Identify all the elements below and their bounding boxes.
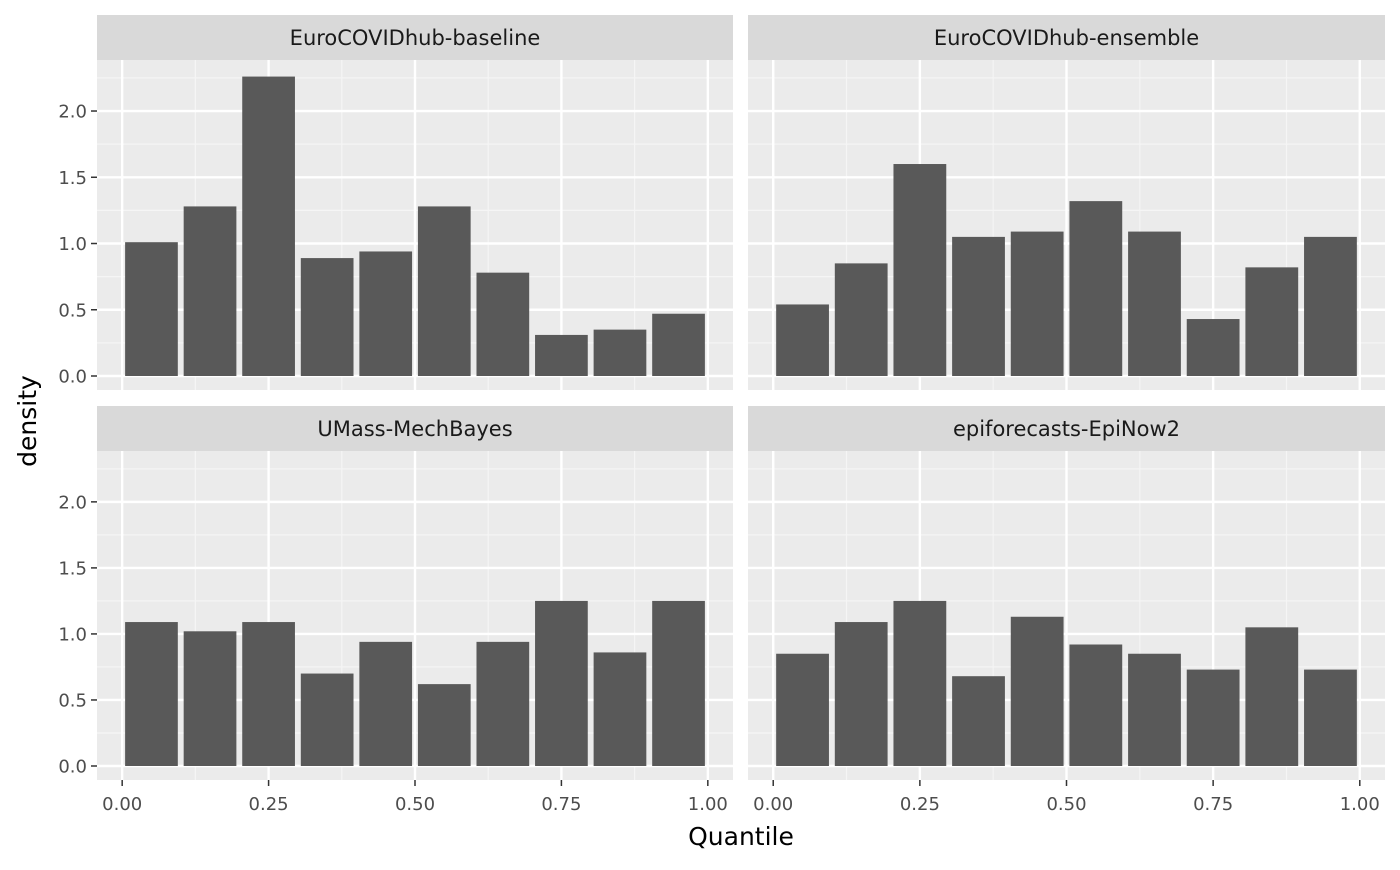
- histogram-bar: [593, 329, 647, 376]
- histogram-bar: [183, 206, 237, 376]
- histogram-bar: [125, 242, 178, 376]
- y-tick-label: 0.0: [58, 757, 87, 778]
- facet-title: EuroCOVIDhub-baseline: [290, 26, 541, 50]
- histogram-bar: [1186, 319, 1240, 376]
- histogram-bar: [1304, 236, 1357, 376]
- histogram-bar: [776, 304, 829, 376]
- histogram-bar: [1128, 231, 1181, 376]
- facet-panel: EuroCOVIDhub-baseline 0.0 0.5 1.0 1.5 2.0: [58, 15, 733, 390]
- facet-strip: [97, 406, 733, 451]
- histogram-bar: [952, 236, 1005, 376]
- histogram-bar: [1010, 231, 1064, 376]
- x-tick-label: 0.25: [249, 794, 289, 815]
- histogram-bar: [242, 622, 295, 766]
- x-tick-label: 0.50: [395, 794, 435, 815]
- y-tick-label: 1.0: [58, 234, 87, 255]
- y-tick-label: 0.0: [58, 367, 87, 388]
- facet-title: EuroCOVIDhub-ensemble: [934, 26, 1199, 50]
- histogram-bar: [300, 258, 354, 376]
- histogram-bar: [652, 313, 705, 376]
- x-tick-label: 1.00: [688, 794, 728, 815]
- histogram-bar: [1245, 267, 1299, 376]
- x-tick-label: 0.00: [102, 794, 142, 815]
- y-tick-label: 1.5: [58, 168, 87, 189]
- y-tick-label: 0.5: [58, 690, 87, 711]
- histogram-bar: [242, 76, 295, 376]
- x-tick-label: 0.00: [753, 794, 793, 815]
- histogram-bar: [834, 263, 888, 376]
- facet-panel: epiforecasts-EpiNow2 0.00 0.25 0.50 0.75 1.00: [748, 406, 1385, 815]
- facet-panel: UMass-MechBayes 0.0 0.5 1.0 1.5 2.0 0.00 0.25 0.…: [58, 406, 733, 815]
- x-tick-label: 0.50: [1046, 794, 1086, 815]
- histogram-bar: [1186, 669, 1240, 766]
- histogram-bar: [476, 641, 530, 766]
- x-tick-label: 0.75: [1193, 794, 1233, 815]
- histogram-bar: [893, 164, 947, 376]
- y-tick-label: 1.0: [58, 624, 87, 645]
- facet-title: UMass-MechBayes: [317, 417, 512, 441]
- histogram-bar: [952, 676, 1005, 766]
- x-tick-label: 1.00: [1340, 794, 1380, 815]
- y-axis-title: density: [13, 375, 42, 467]
- histogram-bar: [893, 600, 947, 766]
- histogram-bar: [593, 652, 647, 766]
- histogram-bar: [476, 272, 530, 376]
- histogram-bar: [1069, 644, 1123, 766]
- histogram-bar: [359, 641, 413, 766]
- histogram-bar: [1069, 201, 1123, 376]
- facet-strip: [97, 15, 733, 60]
- histogram-bar: [125, 622, 178, 766]
- histogram-bar: [1304, 669, 1357, 766]
- histogram-bar: [535, 334, 588, 376]
- histogram-bar: [183, 631, 237, 766]
- histogram-bar: [1245, 627, 1299, 766]
- facet-title: epiforecasts-EpiNow2: [953, 417, 1180, 441]
- facet-strip: [748, 15, 1385, 60]
- x-tick-label: 0.25: [900, 794, 940, 815]
- histogram-bar: [359, 251, 413, 376]
- facet-panel: EuroCOVIDhub-ensemble: [748, 15, 1385, 390]
- histogram-bar: [776, 653, 829, 766]
- y-tick-label: 2.0: [58, 492, 87, 513]
- x-tick-label: 0.75: [541, 794, 581, 815]
- histogram-bar: [535, 600, 588, 766]
- facet-strip: [748, 406, 1385, 451]
- y-tick-label: 2.0: [58, 102, 87, 123]
- histogram-bar: [417, 206, 471, 376]
- histogram-bar: [1128, 653, 1181, 766]
- y-tick-label: 0.5: [58, 300, 87, 321]
- histogram-bar: [300, 673, 354, 766]
- x-axis-title: Quantile: [688, 822, 794, 851]
- histogram-bar: [1010, 616, 1064, 766]
- histogram-bar: [834, 622, 888, 766]
- histogram-bar: [652, 600, 705, 766]
- y-tick-label: 1.5: [58, 558, 87, 579]
- histogram-bar: [417, 684, 471, 766]
